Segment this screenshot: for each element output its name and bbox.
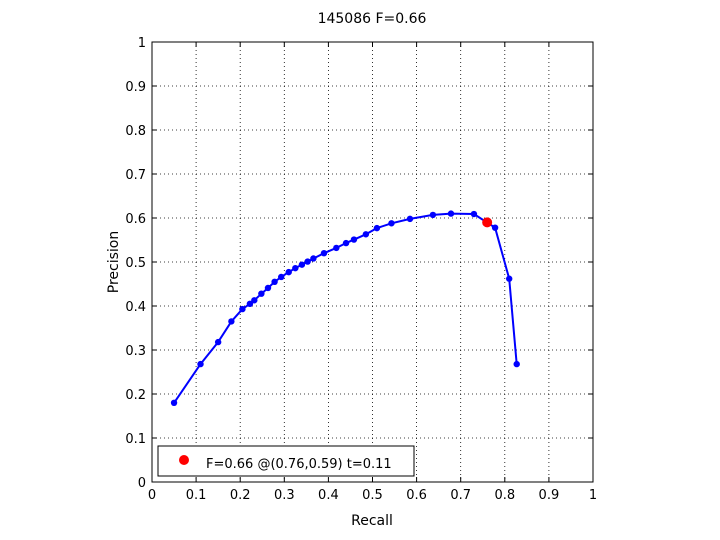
x-tick-label: 0.9 [539, 488, 560, 503]
x-tick-label: 0.7 [450, 488, 471, 503]
legend-label: F=0.66 @(0.76,0.59) t=0.11 [206, 457, 392, 472]
best-f-point-group [482, 217, 493, 228]
pr-curve-point [491, 224, 499, 231]
y-tick-label: 0.1 [125, 432, 146, 447]
pr-curve-point [373, 224, 381, 232]
pr-curve-point [246, 300, 254, 307]
pr-curve-point [228, 318, 235, 325]
x-tick-label: 0.6 [406, 488, 427, 503]
pr-curve-point [333, 244, 340, 252]
y-tick-label: 1 [138, 36, 146, 51]
y-tick-label: 0.7 [125, 168, 146, 183]
x-tick-label: 0.1 [186, 488, 207, 503]
pr-curve-point [470, 210, 478, 218]
pr-curve-point [292, 264, 299, 272]
pr-curve-point [350, 236, 358, 243]
pr-curve-point [214, 338, 222, 346]
x-tick-label: 0.4 [318, 488, 339, 503]
legend: F=0.66 @(0.76,0.59) t=0.11 [157, 445, 415, 477]
pr-curve-point [342, 239, 350, 247]
pr-curve [170, 210, 520, 406]
pr-curve-point [278, 273, 285, 281]
pr-curve-point [429, 211, 437, 219]
pr-curve-point [388, 220, 395, 227]
y-tick-label: 0.9 [125, 80, 146, 95]
legend-marker [179, 455, 189, 465]
x-tick-label: 0.3 [274, 488, 295, 503]
pr-curve-point [264, 284, 272, 292]
pr-curve-point [447, 210, 455, 217]
pr-curve-point [239, 305, 246, 313]
chart-title: 145086 F=0.66 [318, 11, 427, 27]
pr-curve-point [362, 231, 370, 238]
axis-ticks: 0 0.1 0.2 0.3 0.4 0.5 0.6 0.7 0.8 0.9 1 0 0.1 0.2 0.3 0… [125, 36, 597, 503]
y-tick-label: 0.3 [125, 344, 146, 359]
pr-curve-point [506, 275, 513, 282]
y-tick-label: 0 [138, 476, 146, 491]
x-tick-label: 0 [148, 488, 156, 503]
pr-curve-point [271, 278, 278, 285]
x-tick-label: 1 [589, 488, 597, 503]
x-tick-label: 0.5 [362, 488, 383, 503]
y-axis-title: Precision [106, 231, 122, 293]
grid-lines [152, 42, 593, 482]
pr-curve-point [170, 399, 178, 406]
y-tick-label: 0.5 [125, 256, 146, 271]
y-tick-label: 0.6 [125, 212, 146, 227]
y-tick-label: 0.2 [125, 388, 146, 403]
pr-curve-point [513, 360, 520, 368]
pr-curve-point [298, 261, 306, 268]
pr-curve-point [285, 268, 292, 276]
x-axis-title: Recall [351, 513, 393, 529]
pr-curve-point [406, 215, 414, 223]
best-f-point [482, 217, 493, 228]
pr-curve-point [310, 255, 317, 262]
pr-curve-point [320, 250, 328, 257]
y-tick-label: 0.4 [125, 300, 146, 315]
legend-box [157, 445, 415, 477]
pr-curve-point [304, 258, 311, 265]
pr-curve-point [258, 290, 265, 297]
x-tick-label: 0.8 [494, 488, 515, 503]
pr-curve-point [251, 297, 258, 304]
y-tick-label: 0.8 [125, 124, 146, 139]
x-tick-label: 0.2 [230, 488, 251, 503]
pr-curve-point [197, 360, 204, 368]
